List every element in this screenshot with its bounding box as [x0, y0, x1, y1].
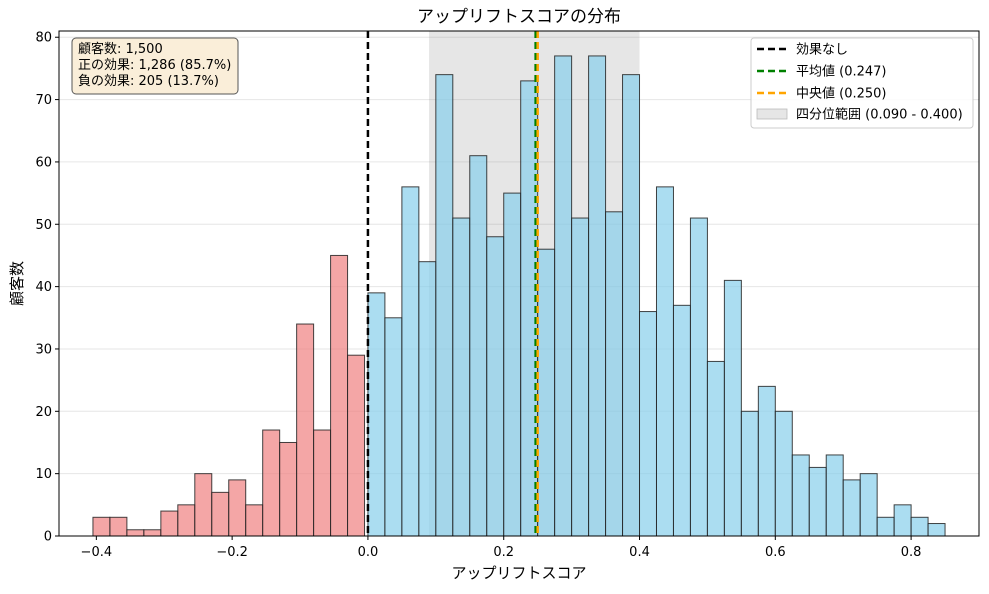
negative-bar-3: [143, 529, 162, 537]
y-tick-label: 70: [35, 93, 52, 108]
positive-bar-5: [452, 217, 471, 537]
x-tick-label: 0.4: [629, 545, 650, 560]
x-tick-label: −0.2: [216, 545, 248, 560]
positive-bar-15: [622, 74, 641, 537]
positive-bar-3: [418, 261, 437, 537]
plot-frame: [58, 30, 980, 537]
y-tick-label: 30: [35, 342, 52, 357]
negative-bar-15: [347, 354, 366, 537]
legend-label-mean: 平均値 (0.247): [796, 64, 887, 80]
negative-bar-7: [211, 491, 230, 537]
positive-bar-28: [842, 479, 861, 537]
negative-bar-1: [109, 516, 128, 537]
positive-bar-18: [672, 304, 691, 537]
positive-bar-19: [689, 217, 708, 537]
x-tick-label: 0.0: [358, 545, 379, 560]
positive-bar-12: [571, 217, 590, 537]
positive-bar-25: [791, 454, 810, 537]
x-tick-label: 0.2: [493, 545, 514, 560]
positive-bar-0: [367, 292, 386, 537]
negative-bar-14: [330, 254, 349, 537]
positive-bar-23: [757, 385, 776, 537]
negative-bar-10: [262, 429, 281, 537]
positive-bar-16: [639, 311, 657, 537]
stats-box: 顧客数: 1,500 正の効果: 1,286 (85.7%) 負の効果: 205…: [71, 37, 239, 95]
positive-bar-14: [605, 211, 624, 537]
legend: 効果なし 平均値 (0.247) 中央値 (0.250) 四分位範囲 (0.09…: [750, 37, 974, 129]
negative-bar-2: [126, 529, 145, 537]
negative-bar-9: [245, 504, 264, 537]
chart-title: アップリフトスコアの分布: [417, 7, 621, 27]
positive-bar-8: [503, 192, 522, 537]
legend-swatch-iqr: [756, 108, 788, 120]
x-tick-label: 0.8: [901, 545, 922, 560]
x-ticks: −0.4 −0.2 0.0 0.2 0.4 0.6 0.8: [81, 536, 922, 560]
stats-customer-count: 顧客数: 1,500: [78, 41, 163, 57]
y-axis-title: 顧客数: [8, 261, 26, 306]
negative-bar-5: [177, 504, 196, 537]
positive-bar-4: [435, 74, 454, 537]
negative-bar-4: [160, 510, 179, 537]
positive-bar-30: [876, 516, 895, 537]
y-tick-label: 20: [35, 405, 52, 420]
legend-label-no-effect: 効果なし: [796, 43, 848, 58]
negative-bar-6: [194, 473, 213, 537]
negative-bar-12: [296, 323, 315, 537]
stats-positive-effect: 正の効果: 1,286 (85.7%): [78, 58, 231, 73]
y-tick-label: 50: [35, 218, 52, 233]
positive-bar-20: [706, 360, 725, 537]
legend-label-median: 中央値 (0.250): [796, 86, 887, 102]
positive-bar-17: [655, 186, 674, 537]
negative-bar-8: [228, 479, 247, 537]
positive-bar-7: [486, 236, 505, 537]
positive-bar-32: [910, 516, 929, 537]
positive-bar-27: [825, 454, 844, 537]
positive-bar-22: [740, 410, 759, 537]
positive-bar-31: [893, 504, 912, 537]
x-tick-label: 0.6: [765, 545, 786, 560]
stats-negative-effect: 負の効果: 205 (13.7%): [78, 74, 219, 89]
y-ticks: 0 10 20 30 40 50 60 70 80: [35, 31, 59, 545]
positive-bar-10: [537, 248, 556, 537]
positive-bar-33: [927, 523, 946, 537]
positive-bar-13: [588, 55, 607, 537]
y-tick-label: 10: [35, 467, 52, 482]
y-tick-label: 40: [35, 280, 52, 295]
legend-label-iqr: 四分位範囲 (0.090 - 0.400): [796, 108, 963, 123]
x-tick-label: −0.4: [81, 545, 113, 560]
negative-bar-0: [92, 516, 111, 537]
positive-bar-21: [723, 279, 742, 537]
positive-bar-29: [859, 473, 878, 537]
negative-bar-11: [279, 441, 298, 537]
stats-box-background: [71, 37, 239, 95]
negative-bar-13: [313, 429, 332, 537]
positive-bar-2: [401, 186, 420, 537]
y-tick-label: 60: [35, 155, 52, 170]
y-tick-label: 80: [35, 31, 52, 46]
positive-bar-26: [808, 466, 827, 537]
y-tick-label: 0: [44, 530, 52, 545]
positive-bar-24: [774, 410, 793, 537]
reference-line-layer: [366, 31, 539, 536]
positive-bar-1: [384, 317, 403, 537]
positive-bar-6: [469, 155, 488, 537]
axis-layer: −0.4 −0.2 0.0 0.2 0.4 0.6 0.8 0 10 20 30 40 50 60 70 8…: [8, 7, 980, 582]
legend-background: [750, 37, 974, 129]
positive-bar-11: [554, 55, 573, 537]
x-axis-title: アップリフトスコア: [451, 564, 586, 582]
